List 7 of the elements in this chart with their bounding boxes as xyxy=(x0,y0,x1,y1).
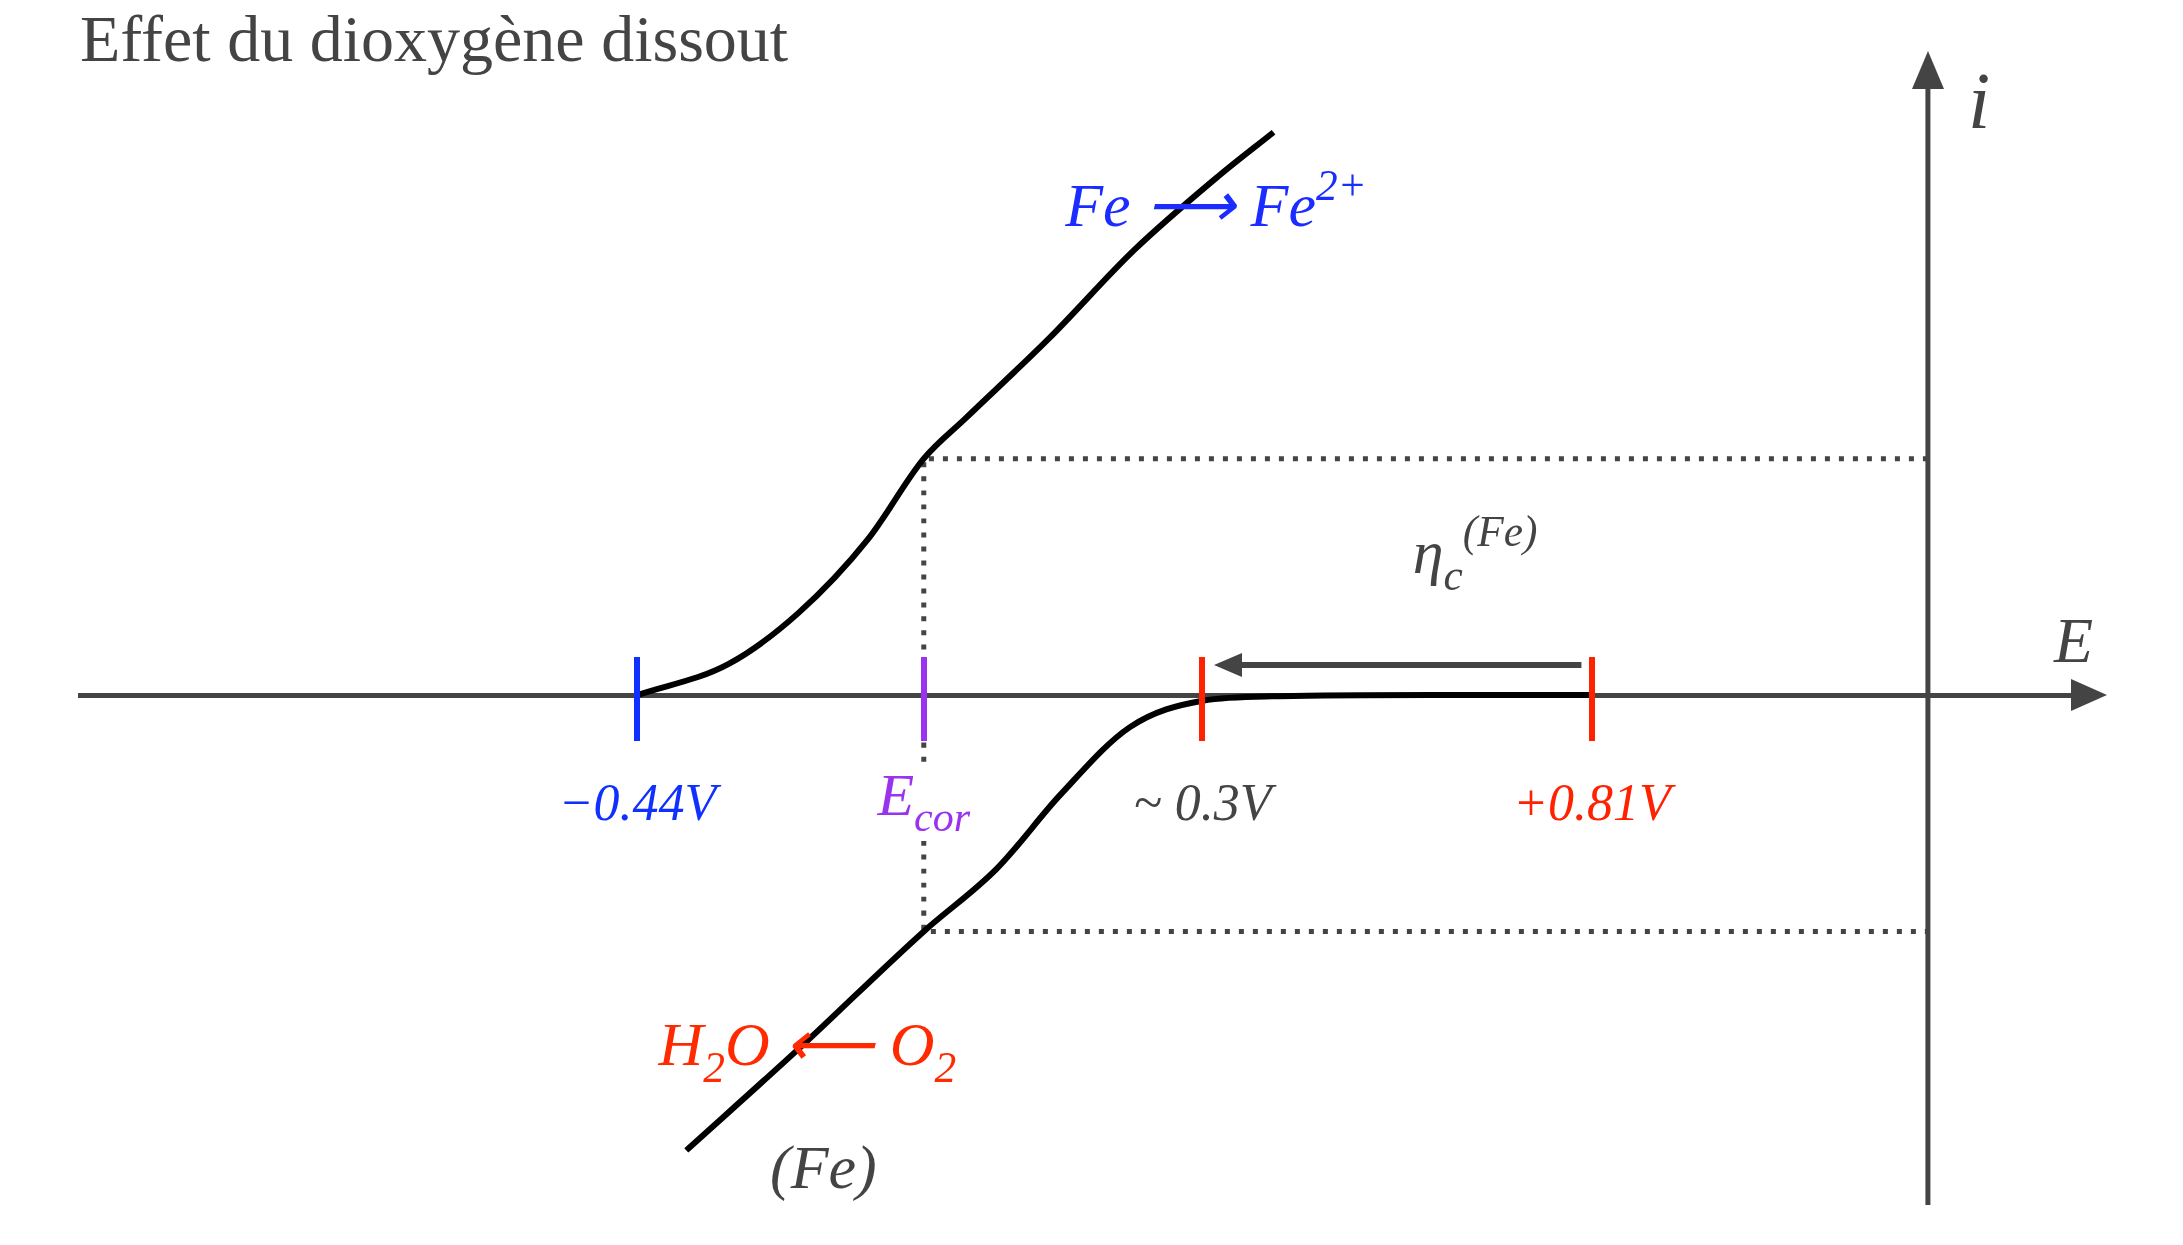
x-tick-label: ~ 0.3V xyxy=(1133,773,1277,831)
x-tick-label: +0.81V xyxy=(1513,773,1677,831)
chart-title: Effet du dioxygène dissout xyxy=(80,1,789,75)
y-axis-title: i xyxy=(1967,57,1991,146)
x-tick-label: −0.44V xyxy=(558,773,722,831)
annotation: (Fe) xyxy=(770,1132,877,1202)
x-axis-title: E xyxy=(2052,604,2093,676)
